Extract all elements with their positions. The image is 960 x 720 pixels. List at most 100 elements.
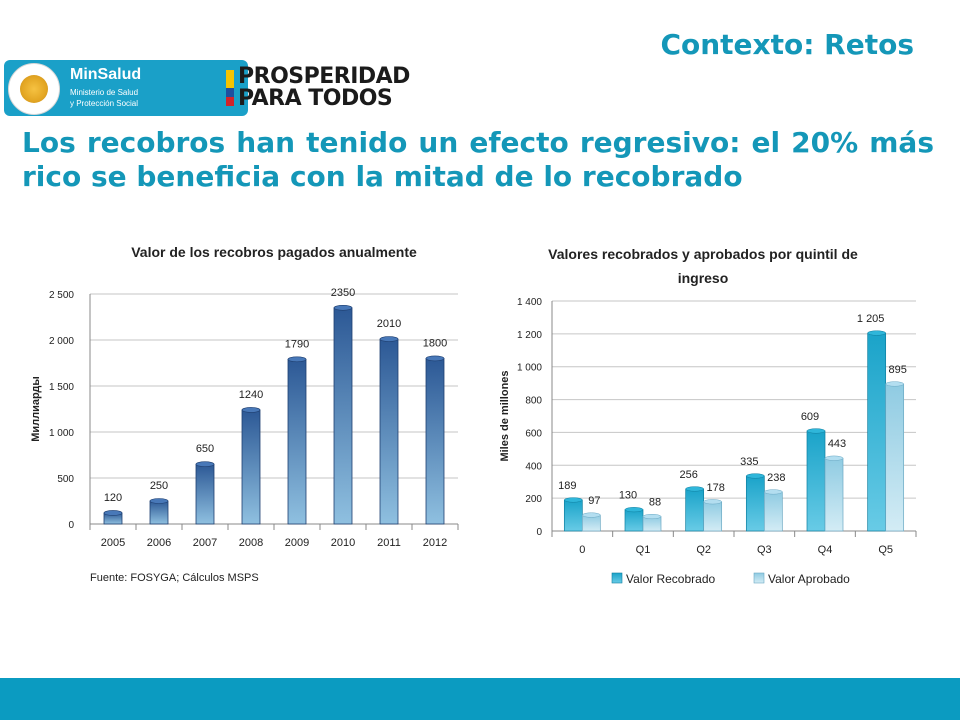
chart1-category-label: 2005 xyxy=(101,537,125,549)
chart2-bar-top xyxy=(806,428,826,434)
chart2-category-label: Q5 xyxy=(878,544,893,556)
footer-bar xyxy=(0,678,960,720)
legend-swatch-aprobado xyxy=(753,572,765,584)
page-title: Contexto: Retos xyxy=(660,28,914,61)
chart2-bar-recobrado xyxy=(867,332,887,532)
chart1-bar xyxy=(333,307,353,525)
chart2-title-line1: Valores recobrados y aprobados por quint… xyxy=(548,246,858,262)
chart2-bar-recobrado xyxy=(685,488,705,532)
chart2-ytick-label: 1 200 xyxy=(517,330,542,341)
chart2-data-label: 189 xyxy=(558,480,576,492)
chart2-bar-top xyxy=(624,507,644,513)
chart2-ytick-label: 1 400 xyxy=(517,297,542,308)
chart2-data-label: 335 xyxy=(740,456,758,468)
minsalud-line1: Ministerio de Salud xyxy=(70,88,139,97)
chart1-bar-top xyxy=(149,498,169,504)
chart1-source: Fuente: FOSYGA; Cálculos MSPS xyxy=(90,572,259,584)
quintile-recobros-chart: Valores recobrados y aprobados por quint… xyxy=(499,246,917,586)
chart1-bar-top xyxy=(379,336,399,342)
chart2-bar-top xyxy=(885,381,904,387)
chart1-bar xyxy=(425,358,445,525)
prosperidad-logo: PROSPERIDAD PARA TODOS xyxy=(226,64,410,112)
chart2-data-label: 178 xyxy=(706,482,724,494)
chart1-bar xyxy=(287,358,307,525)
minsalud-logo: MinSalud Ministerio de Salud y Protecció… xyxy=(4,60,248,116)
chart1-data-label: 1790 xyxy=(285,338,309,350)
chart2-ytick-label: 800 xyxy=(525,396,542,407)
chart1-bar xyxy=(195,463,215,525)
chart2-title-line2: ingreso xyxy=(678,270,729,286)
chart2-bar-aprobado xyxy=(885,383,905,532)
chart2-data-label: 88 xyxy=(649,497,661,509)
chart1-bar-top xyxy=(333,305,353,311)
chart2-data-label: 256 xyxy=(679,469,697,481)
chart1-bar xyxy=(379,338,399,525)
chart1-category-label: 2010 xyxy=(331,537,355,549)
chart2-data-label: 895 xyxy=(888,364,906,376)
chart1-data-label: 1800 xyxy=(423,337,447,349)
chart1-ytick-label: 2 000 xyxy=(49,336,74,347)
chart2-data-label: 443 xyxy=(828,438,846,450)
chart2-bar-recobrado xyxy=(745,475,765,532)
chart1-bar-top xyxy=(425,355,445,362)
chart2-bar-recobrado xyxy=(624,509,644,532)
chart1-bar xyxy=(241,409,261,525)
chart2-bar-top xyxy=(685,486,704,492)
chart1-bar-top xyxy=(241,407,261,413)
chart2-bar-top xyxy=(867,330,886,336)
chart1-category-label: 2007 xyxy=(193,537,217,549)
chart1-data-label: 1240 xyxy=(239,389,263,401)
minsalud-line2: y Protección Social xyxy=(70,99,139,108)
chart2-data-label: 97 xyxy=(588,495,600,507)
chart1-title: Valor de los recobros pagados anualmente xyxy=(131,244,417,260)
chart2-category-label: Q3 xyxy=(757,544,772,556)
colombia-seal-icon xyxy=(8,63,60,115)
headline: Los recobros han tenido un efecto regres… xyxy=(22,126,934,193)
chart1-data-label: 2010 xyxy=(377,318,401,330)
chart2-category-label: Q2 xyxy=(696,544,711,556)
chart2-data-label: 1 205 xyxy=(857,313,885,325)
chart2-bar-aprobado xyxy=(703,501,723,532)
chart2-category-label: Q4 xyxy=(818,544,833,556)
chart2-ylabel: Miles de millones xyxy=(499,370,511,461)
chart2-bar-top xyxy=(746,473,765,479)
chart2-category-label: Q1 xyxy=(636,544,651,556)
chart2-ytick-label: 400 xyxy=(525,461,542,472)
chart2-bar-recobrado xyxy=(563,499,583,532)
chart2-bar-top xyxy=(764,489,783,495)
chart2-legend: Valor Recobrado Valor Aprobado xyxy=(611,572,850,586)
legend-swatch-recobrado xyxy=(611,572,623,584)
chart2-bar-top xyxy=(703,499,722,505)
chart1-bar xyxy=(149,500,169,525)
chart2-bar-aprobado xyxy=(824,457,844,532)
chart2-bar-recobrado xyxy=(806,430,826,532)
chart1-data-label: 120 xyxy=(104,492,122,504)
legend-label-aprobado: Valor Aprobado xyxy=(768,572,850,586)
chart2-category-label: 0 xyxy=(579,544,585,556)
chart1-data-label: 2350 xyxy=(331,287,355,299)
prosperidad-line1: PROSPERIDAD xyxy=(238,64,410,89)
chart1-category-label: 2008 xyxy=(239,537,263,549)
chart1-data-label: 250 xyxy=(150,480,168,492)
legend-label-recobrado: Valor Recobrado xyxy=(626,572,715,586)
chart1-category-label: 2009 xyxy=(285,537,309,549)
chart2-ytick-label: 0 xyxy=(536,527,542,538)
chart1-category-label: 2012 xyxy=(423,537,447,549)
chart2-data-label: 130 xyxy=(619,490,637,502)
chart2-bar-top xyxy=(582,512,601,518)
chart1-ytick-label: 1 500 xyxy=(49,382,74,393)
chart2-ytick-label: 200 xyxy=(525,494,542,505)
chart2-data-label: 609 xyxy=(801,411,819,423)
chart2-ytick-label: 1 000 xyxy=(517,363,542,374)
chart1-ytick-label: 1 000 xyxy=(49,428,74,439)
chart2-bar-top xyxy=(824,455,844,461)
prosperidad-line2: PARA TODOS xyxy=(238,86,393,111)
chart1-bar-top xyxy=(103,510,123,516)
chart1-category-label: 2006 xyxy=(147,537,171,549)
chart1-ytick-label: 0 xyxy=(68,520,74,531)
chart1-data-label: 650 xyxy=(196,443,214,455)
chart2-bar-top xyxy=(564,497,583,503)
chart1-bar-top xyxy=(195,461,215,467)
chart1-ylabel: Миллиарды xyxy=(30,376,42,442)
chart1-ytick-label: 500 xyxy=(57,474,74,485)
